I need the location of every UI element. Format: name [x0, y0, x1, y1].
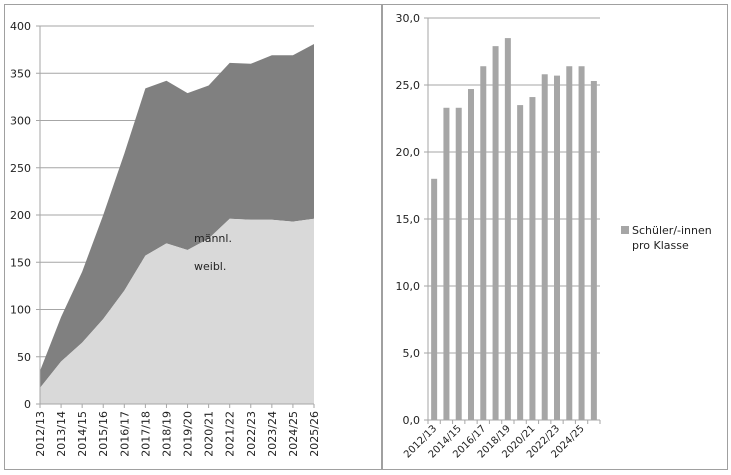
y-tick-label: 250	[10, 162, 31, 175]
chart-legend: Schüler/-innen pro Klasse	[621, 223, 712, 253]
bar	[504, 38, 511, 420]
x-tick-label: 2025/26	[308, 411, 321, 457]
bar-chart-panel: 0,0 5,0 10,0 15,0 20,0 25,0 30,0 2012/13 2014/15…	[382, 4, 728, 470]
y-tick-label: 0,0	[403, 414, 421, 427]
bar	[480, 66, 487, 421]
y-tick-label: 30,0	[396, 12, 421, 25]
x-tick-label: 2012/13	[34, 411, 47, 457]
x-tick-label: 2024/25	[287, 411, 300, 457]
x-tick-label: 2022/23	[245, 411, 258, 457]
bar	[455, 107, 462, 420]
area-weibl	[40, 218, 314, 404]
bar	[554, 75, 560, 421]
bar	[443, 107, 450, 420]
y-tick-label: 350	[10, 67, 31, 80]
bar	[566, 66, 573, 421]
bar	[517, 105, 524, 420]
x-tick-label: 2023/24	[266, 411, 279, 457]
area-maennl	[40, 43, 314, 388]
legend-swatch	[621, 226, 629, 234]
x-tick-label: 2017/18	[139, 411, 152, 457]
bar	[468, 89, 474, 421]
bar	[578, 66, 585, 421]
x-tick-label: 2014/15	[76, 411, 89, 457]
bar	[590, 80, 597, 420]
label-weibl: weibl.	[194, 260, 226, 273]
bar-chart: 0,05,010,015,020,025,030,02012/132014/15…	[396, 12, 601, 460]
y-tick-label: 50	[17, 351, 31, 364]
x-tick-label: 2013/14	[55, 411, 68, 457]
y-tick-label: 100	[10, 304, 31, 317]
legend-label-line1: Schüler/-innen	[632, 224, 712, 237]
x-tick-label: 2020/21	[203, 411, 216, 457]
y-tick-label: 200	[10, 209, 31, 222]
y-tick-label: 150	[10, 256, 31, 269]
y-tick-label: 5,0	[403, 347, 421, 360]
x-tick-label: 2019/20	[182, 411, 195, 457]
stacked-area-chart-panel: 0 50 100 150 200 250 300 350 400 2012/13 2013/14 20…	[4, 4, 382, 470]
bar	[541, 74, 548, 420]
y-tick-label: 25,0	[396, 79, 421, 92]
x-tick-label: 2015/16	[97, 411, 110, 457]
label-maennl: männl.	[194, 232, 232, 245]
x-tick-label: 2021/22	[224, 411, 237, 457]
y-tick-label: 300	[10, 115, 31, 128]
y-tick-label: 10,0	[396, 280, 421, 293]
bar	[529, 97, 536, 420]
x-tick-label: 2016/17	[118, 411, 131, 457]
y-tick-label: 15,0	[396, 213, 421, 226]
x-tick-label: 2018/19	[160, 411, 173, 457]
bar	[431, 178, 438, 420]
bar	[492, 46, 499, 420]
y-tick-label: 0	[24, 398, 31, 411]
stacked-area-chart: 0 50 100 150 200 250 300 350 400 2012/13 2013/14 20…	[10, 20, 321, 457]
y-tick-label: 400	[10, 20, 31, 33]
y-tick-label: 20,0	[396, 146, 421, 159]
legend-label-line2: pro Klasse	[632, 239, 689, 252]
